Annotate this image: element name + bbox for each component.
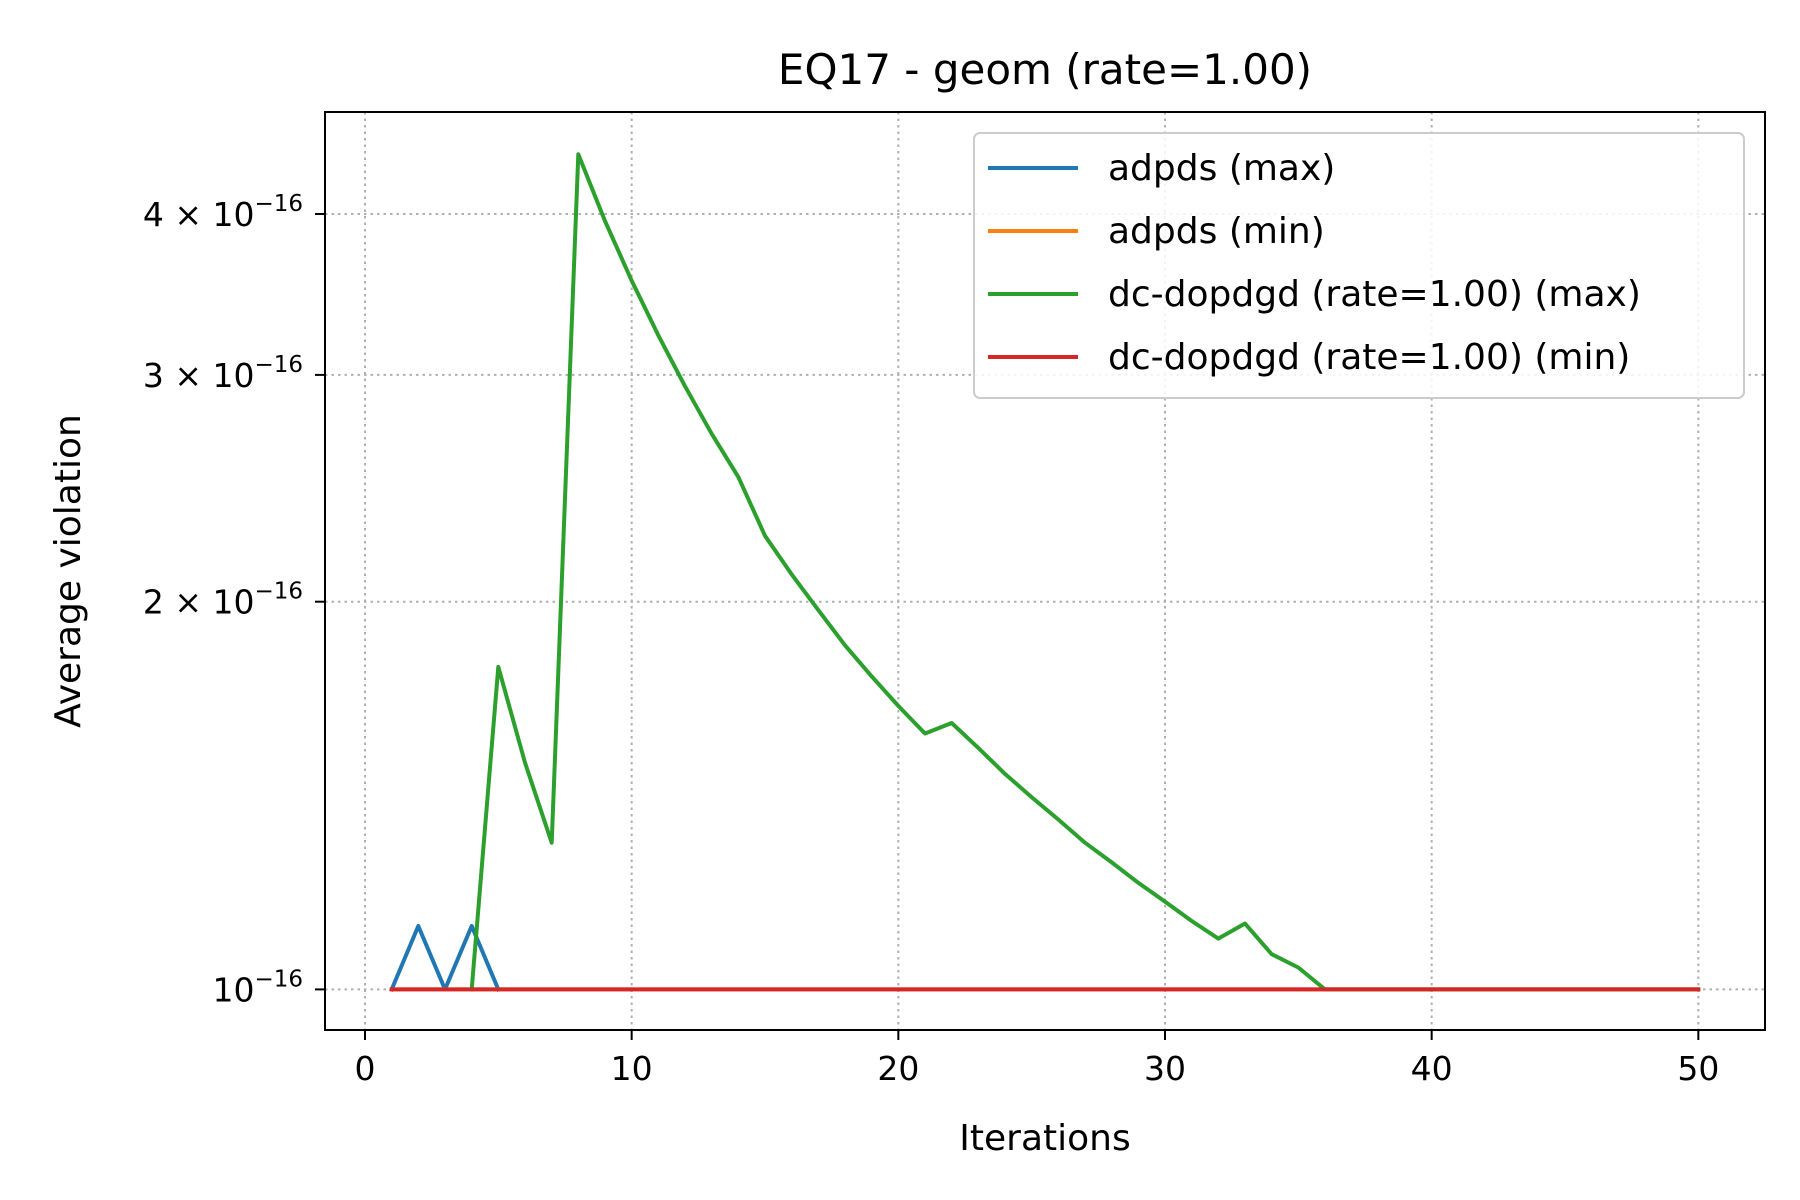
- legend-label-3: dc-dopdgd (rate=1.00) (max): [1108, 274, 1641, 315]
- x-tick-label: 30: [1144, 1049, 1186, 1088]
- y-tick-label: 3 × 10−16: [143, 352, 303, 395]
- y-tick-label: 10−16: [212, 966, 303, 1009]
- x-tick-label: 10: [611, 1049, 653, 1088]
- y-axis-title: Average violation: [48, 414, 89, 728]
- chart-title: EQ17 - geom (rate=1.00): [778, 45, 1312, 94]
- legend: adpds (max) adpds (min) dc-dopdgd (rate=1.…: [973, 132, 1745, 399]
- y-tick-label: 4 × 10−16: [143, 191, 303, 234]
- y-tick-label: 2 × 10−16: [143, 579, 303, 622]
- x-tick-label: 0: [355, 1049, 376, 1088]
- legend-label-4: dc-dopdgd (rate=1.00) (min): [1108, 337, 1630, 378]
- y-axis-ticks: 10−16 2 × 10−16 3 × 10−16 4 × 10−16: [143, 191, 325, 1009]
- x-axis-title: Iterations: [959, 1118, 1130, 1159]
- x-tick-label: 50: [1677, 1049, 1719, 1088]
- x-tick-label: 20: [877, 1049, 919, 1088]
- plot-lines: [389, 152, 1701, 993]
- x-tick-label: 40: [1411, 1049, 1453, 1088]
- plot-frame: [324, 111, 1766, 1031]
- legend-box: [973, 132, 1745, 399]
- legend-label-2: adpds (min): [1108, 211, 1325, 252]
- legend-entries: adpds (max) adpds (min) dc-dopdgd (rate=1.…: [988, 148, 1641, 378]
- legend-label-1: adpds (max): [1108, 148, 1335, 189]
- x-axis-ticks: 0 10 20 30 40 50: [355, 1030, 1719, 1088]
